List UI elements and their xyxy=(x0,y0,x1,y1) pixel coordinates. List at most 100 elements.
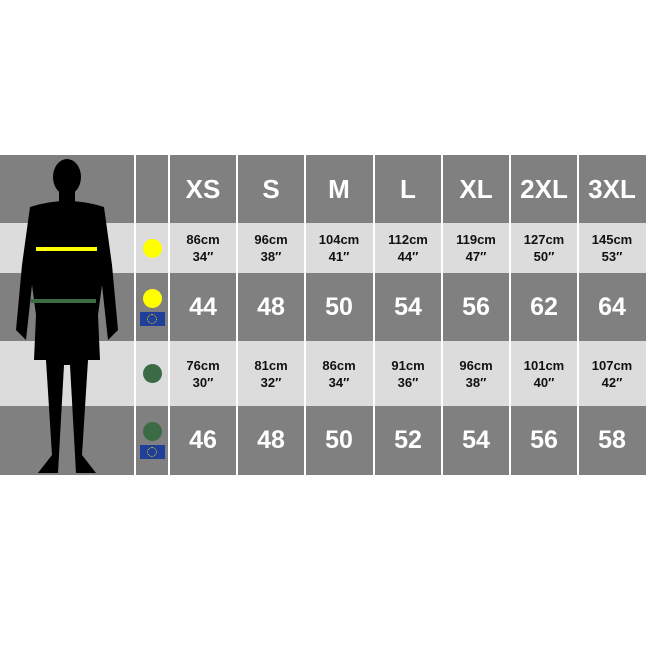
eu-flag-icon xyxy=(139,445,165,459)
chest-measure-value: 44″ xyxy=(397,249,419,264)
male-silhouette-icon xyxy=(16,159,118,473)
waist-measure: 107cm 42″ xyxy=(579,341,645,406)
chest-measure-value: 53″ xyxy=(601,249,623,264)
chest-eu-size-value: 50 xyxy=(325,292,353,321)
waist-eu-row xyxy=(0,406,648,475)
header-row xyxy=(0,155,648,223)
size-header-value: 3XL xyxy=(588,173,636,204)
chest-measure-value: 41″ xyxy=(328,249,350,264)
waist-measure: 91cm 36″ xyxy=(375,341,441,406)
waist-eu-size-value: 54 xyxy=(462,426,490,454)
waist-eu-size: 50 xyxy=(306,406,372,475)
waist-measure: 101cm 40″ xyxy=(511,341,577,406)
waist-eu-size-value: 52 xyxy=(394,426,422,454)
size-header-value: XL xyxy=(459,173,493,204)
waist-measure: 76cm 30″ xyxy=(170,341,236,406)
chest-measure-value: 34″ xyxy=(192,249,214,264)
chest-eu-size: 64 xyxy=(579,273,645,341)
yellow-dot-icon xyxy=(142,238,162,258)
chest-eu-size: 44 xyxy=(170,273,236,341)
chest-measure-value: 127cm xyxy=(523,232,565,247)
chest-measure-value: 86cm xyxy=(186,232,220,247)
chest-measure-value: 145cm xyxy=(591,232,633,247)
waist-measure: 86cm 34″ xyxy=(306,341,372,406)
size-header-value: M xyxy=(328,173,350,204)
size-header-value: L xyxy=(400,173,416,204)
waist-measure-value: 91cm xyxy=(391,357,425,373)
waist-eu-size-value: 46 xyxy=(189,426,217,454)
chest-measure-value: 38″ xyxy=(260,249,282,264)
chest-measure-value: 104cm xyxy=(318,232,360,247)
waist-eu-size-value: 56 xyxy=(530,426,558,454)
waist-eu-size: 46 xyxy=(170,406,236,475)
size-header: 3XL xyxy=(579,155,645,223)
yellow-dot-icon xyxy=(142,288,162,308)
chest-eu-size-value: 56 xyxy=(462,292,490,321)
chest-eu-size: 54 xyxy=(375,273,441,341)
waist-eu-size: 54 xyxy=(443,406,509,475)
chest-eu-size-value: 64 xyxy=(598,292,626,321)
chest-measure: 127cm 50″ xyxy=(511,223,577,273)
size-header-value: S xyxy=(262,173,280,204)
waist-measure-value: 36″ xyxy=(397,374,419,390)
size-header: M xyxy=(306,155,372,223)
chest-eu-size: 48 xyxy=(238,273,304,341)
chest-eu-size-value: 44 xyxy=(189,292,217,321)
waist-eu-size: 52 xyxy=(375,406,441,475)
size-header: 2XL xyxy=(511,155,577,223)
waist-eu-icon-cell xyxy=(136,406,168,475)
chest-measure: 96cm 38″ xyxy=(238,223,304,273)
waist-measure-value: 86cm xyxy=(322,357,356,373)
waist-measure-value: 32″ xyxy=(260,374,282,390)
waist-measure-value: 34″ xyxy=(328,374,350,390)
chest-measure-value: 119cm xyxy=(456,232,496,247)
size-header-value: XS xyxy=(185,173,221,204)
size-header: XL xyxy=(443,155,509,223)
chest-measure: 86cm 34″ xyxy=(170,223,236,273)
waist-measure-value: 107cm xyxy=(591,357,633,373)
waist-measure-value: 40″ xyxy=(533,374,555,390)
size-chart: XS 86cm 34″ 44 76cm 30″ 46 S 96cm 38″ 48 81cm 32″ 48 M… xyxy=(0,155,648,475)
waist-measure-value: 76cm xyxy=(186,357,220,373)
size-header: S xyxy=(238,155,304,223)
size-header-value: 2XL xyxy=(520,173,568,204)
waist-eu-size-value: 50 xyxy=(325,426,353,454)
waist-measure-value: 81cm xyxy=(254,357,288,373)
chest-measure: 145cm 53″ xyxy=(579,223,645,273)
waist-measure: 96cm 38″ xyxy=(443,341,509,406)
chest-measure: 104cm 41″ xyxy=(306,223,372,273)
waist-measure-value: 96cm xyxy=(459,357,493,373)
chest-icon-cell xyxy=(136,223,168,273)
waist-measure-row xyxy=(0,341,648,406)
chest-measure: 119cm 47″ xyxy=(443,223,509,273)
eu-flag-icon xyxy=(139,311,165,326)
waist-eu-size: 58 xyxy=(579,406,645,475)
waist-measure-value: 30″ xyxy=(192,374,214,390)
waist-measure-value: 38″ xyxy=(465,374,487,390)
chest-measure-value: 50″ xyxy=(533,249,555,264)
waist-icon-cell xyxy=(136,341,168,406)
chest-measure: 112cm 44″ xyxy=(375,223,441,273)
chest-eu-size-value: 62 xyxy=(530,292,558,321)
waist-measure-value: 101cm xyxy=(523,357,565,373)
waist-eu-size-value: 58 xyxy=(598,426,626,454)
chest-eu-icon-cell xyxy=(136,273,168,341)
chest-eu-size: 56 xyxy=(443,273,509,341)
chest-eu-size: 50 xyxy=(306,273,372,341)
chest-measure-value: 112cm xyxy=(388,232,428,247)
waist-eu-size-value: 48 xyxy=(257,426,285,454)
chest-eu-size: 62 xyxy=(511,273,577,341)
chest-measure-value: 96cm xyxy=(254,232,288,247)
waist-measure: 81cm 32″ xyxy=(238,341,304,406)
size-header: L xyxy=(375,155,441,223)
chest-measure-value: 47″ xyxy=(465,249,487,264)
waist-measure-value: 42″ xyxy=(601,374,623,390)
waist-eu-size: 56 xyxy=(511,406,577,475)
green-dot-icon xyxy=(142,364,162,383)
size-header: XS xyxy=(170,155,236,223)
green-dot-icon xyxy=(142,422,162,441)
chest-line xyxy=(36,247,97,251)
waist-eu-size: 48 xyxy=(238,406,304,475)
waist-line xyxy=(31,299,96,303)
chest-eu-size-value: 48 xyxy=(257,292,285,321)
